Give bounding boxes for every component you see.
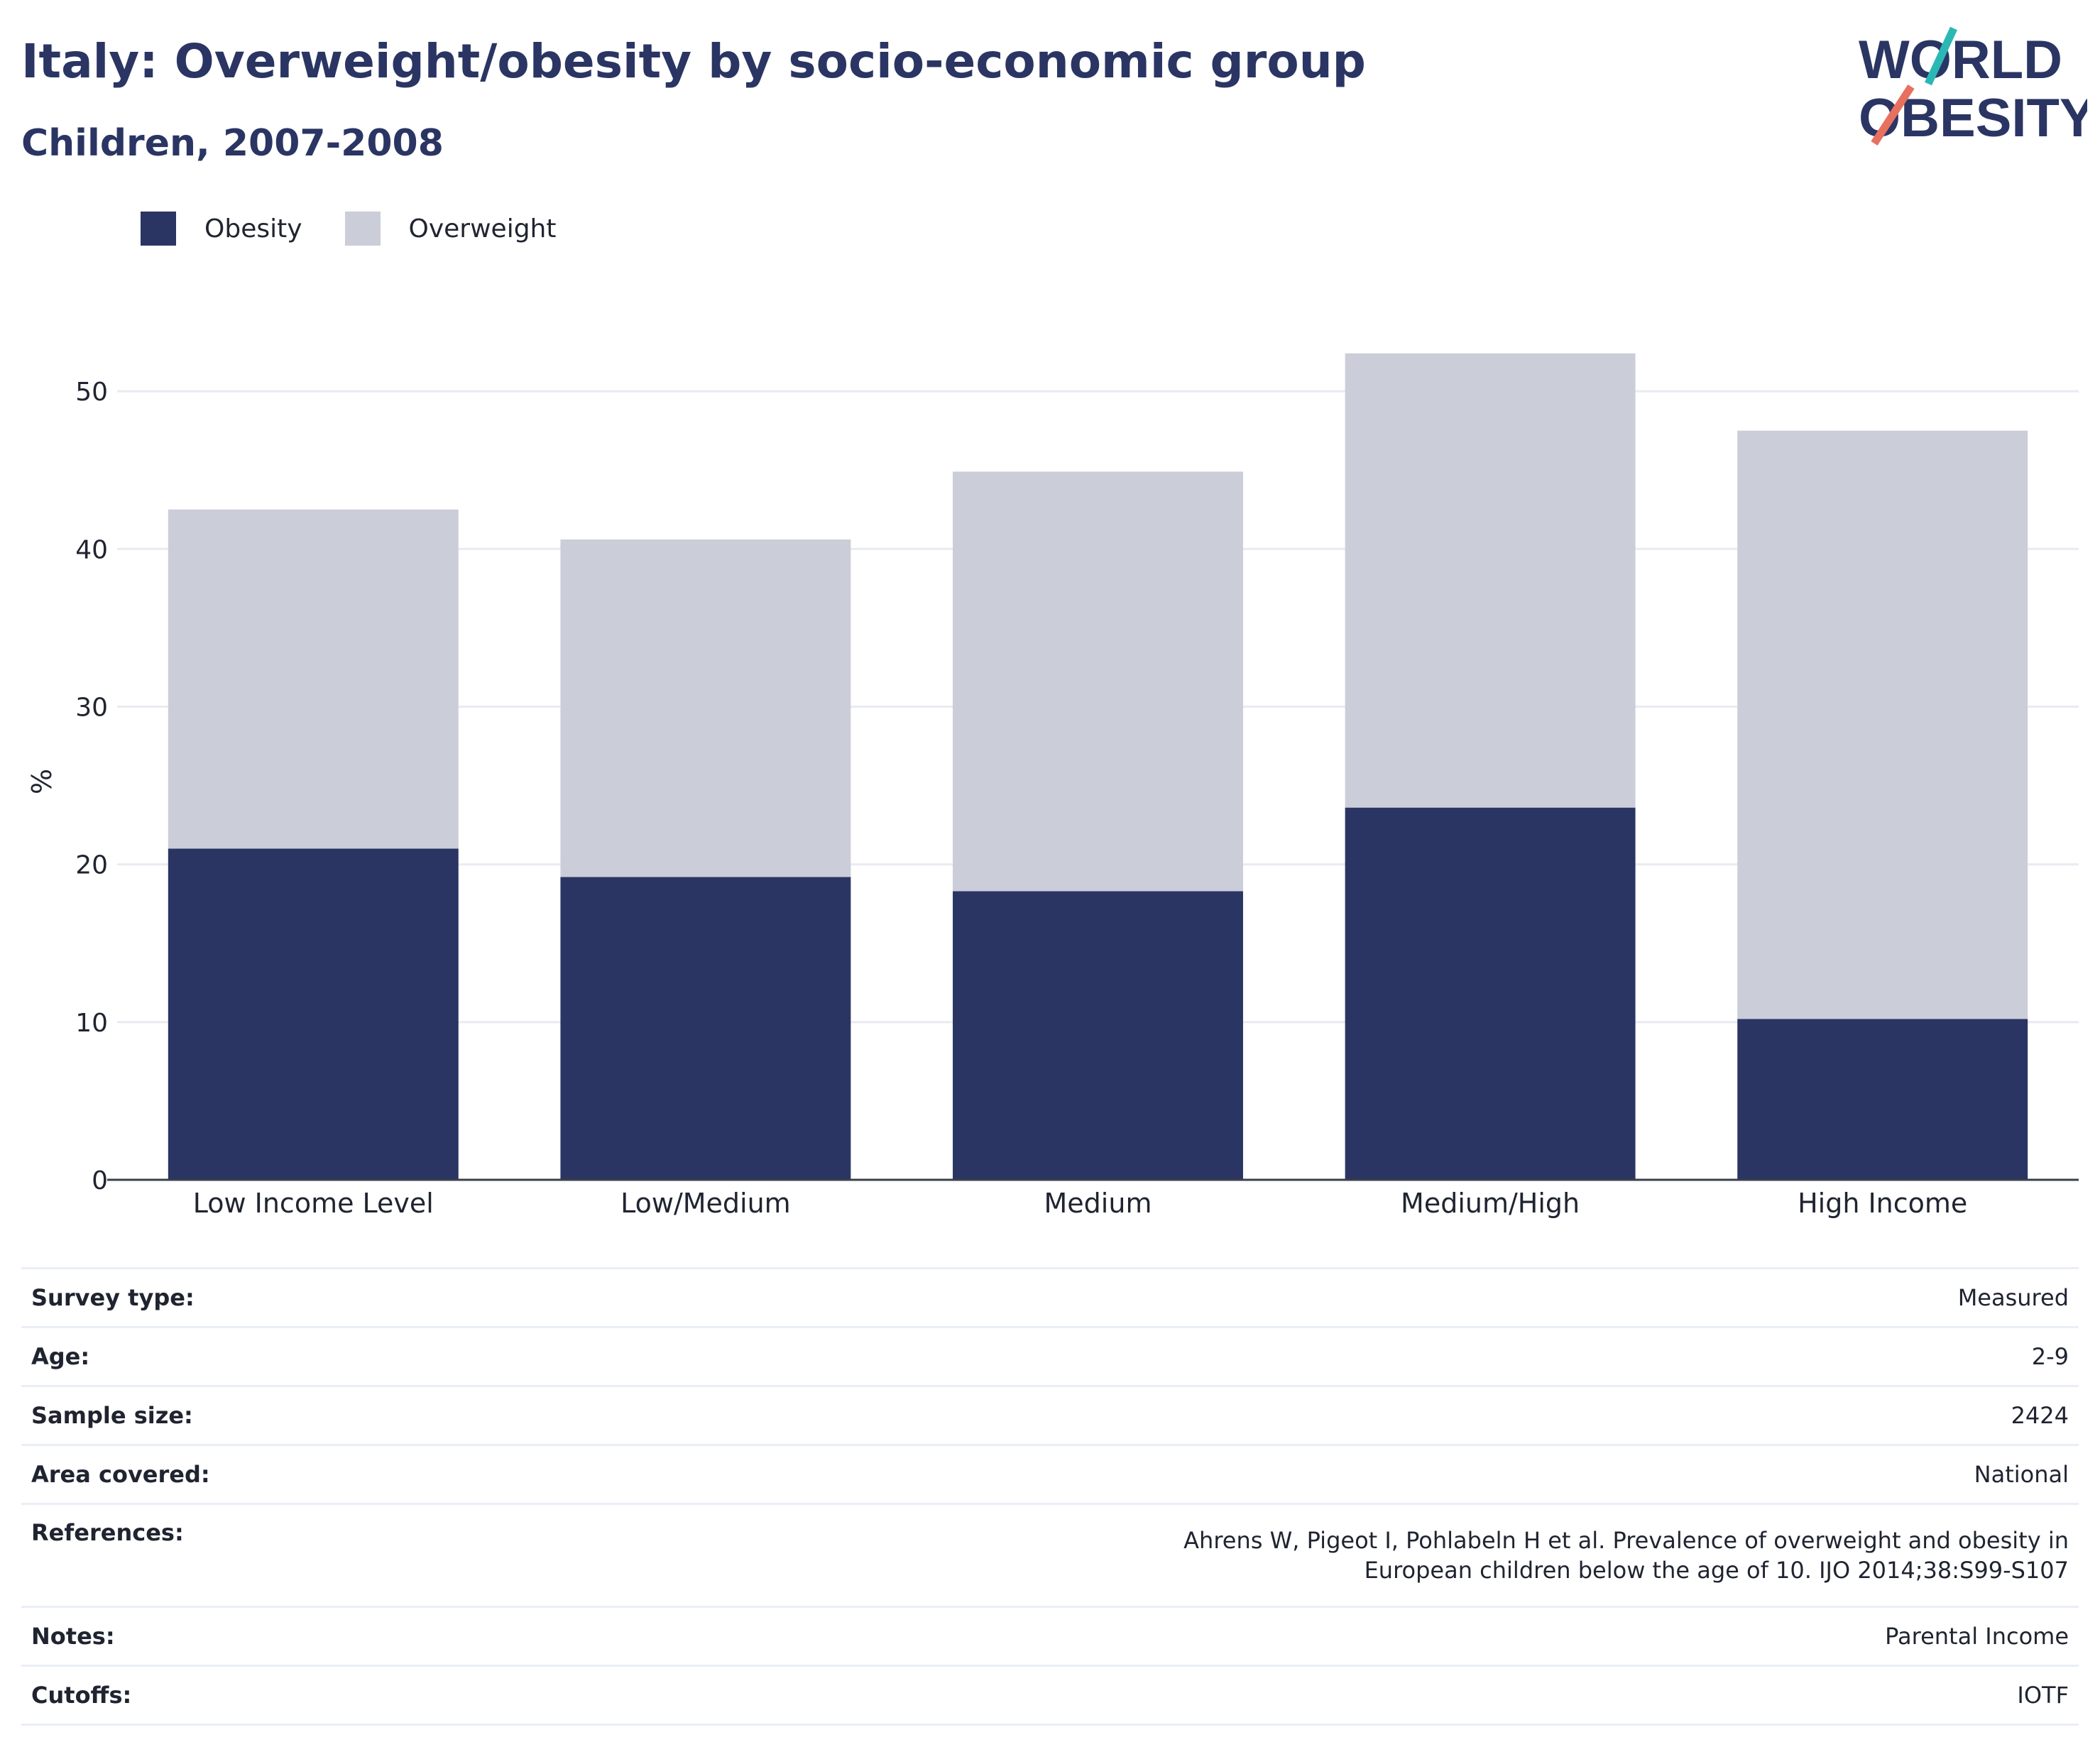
info-value: 2-9 xyxy=(538,1326,2079,1386)
info-value: 2424 xyxy=(538,1385,2079,1445)
info-row: Sample size: 2424 xyxy=(21,1385,2079,1445)
bar-overweight xyxy=(560,539,851,877)
info-row: References: Ahrens W, Pigeot I, Pohlabel… xyxy=(21,1503,2079,1607)
logo-slash-teal xyxy=(1925,26,1957,86)
info-row: Notes: Parental Income xyxy=(21,1606,2079,1666)
info-value-references: Ahrens W, Pigeot I, Pohlabeln H et al. P… xyxy=(538,1503,2079,1607)
info-table: Survey type: Measured Age: 2-9 Sample si… xyxy=(21,1267,2079,1726)
legend-swatch-overweight xyxy=(344,212,381,246)
y-tick-label: 0 xyxy=(92,1166,108,1195)
info-row: Area covered: National xyxy=(21,1444,2079,1504)
bar-obesity xyxy=(953,891,1243,1180)
legend-label-obesity: Obesity xyxy=(204,214,302,243)
bar-obesity xyxy=(1737,1019,2028,1180)
info-key: Age: xyxy=(21,1326,538,1386)
info-value: IOTF xyxy=(538,1665,2079,1726)
x-tick-label: Medium/High xyxy=(1401,1188,1580,1219)
info-value: Measured xyxy=(538,1267,2079,1327)
y-tick-label: 20 xyxy=(75,851,108,880)
legend-item-overweight[interactable]: Overweight xyxy=(344,212,557,246)
x-tick-label: Medium xyxy=(1044,1188,1152,1219)
y-tick-label: 10 xyxy=(75,1009,108,1038)
bar-obesity xyxy=(560,877,851,1180)
y-tick-label: 50 xyxy=(75,378,108,407)
logo-line-1: WORLD xyxy=(1859,30,2062,90)
bar-overweight xyxy=(168,509,459,849)
logo-slash-coral xyxy=(1871,84,1915,146)
legend-label-overweight: Overweight xyxy=(408,214,557,243)
bar-overweight xyxy=(1737,430,2028,1019)
legend-item-obesity[interactable]: Obesity xyxy=(141,212,302,246)
info-key: Cutoffs: xyxy=(21,1665,538,1726)
info-key: Survey type: xyxy=(21,1267,538,1327)
info-row: Survey type: Measured xyxy=(21,1267,2079,1327)
x-tick-label: High Income xyxy=(1798,1188,1967,1219)
y-axis-label: % xyxy=(26,769,58,794)
chart-title: Italy: Overweight/obesity by socio-econo… xyxy=(21,34,1366,89)
info-key: Notes: xyxy=(21,1606,538,1666)
legend: Obesity Overweight xyxy=(141,207,598,250)
info-value: Parental Income xyxy=(538,1606,2079,1666)
info-value: National xyxy=(538,1444,2079,1504)
bar-chart: 0 10 20 30 40 50% Low Income Level Low/Medium Me… xyxy=(26,353,2079,1219)
logo-line-2: OBESITY xyxy=(1859,88,2087,148)
y-tick-label: 30 xyxy=(75,693,108,722)
info-key: References: xyxy=(21,1503,538,1607)
info-key: Sample size: xyxy=(21,1385,538,1445)
x-tick-label: Low/Medium xyxy=(620,1188,791,1219)
bar-obesity xyxy=(1345,807,1636,1180)
bar-overweight xyxy=(953,471,1243,892)
y-tick-label: 40 xyxy=(75,535,108,564)
chart-subtitle: Children, 2007-2008 xyxy=(21,122,444,165)
x-tick-label: Low Income Level xyxy=(193,1188,434,1219)
world-obesity-logo: WORLD OBESITY xyxy=(1859,26,2087,148)
bar-overweight xyxy=(1345,353,1636,808)
info-key: Area covered: xyxy=(21,1444,538,1504)
info-row: Age: 2-9 xyxy=(21,1326,2079,1386)
bar-obesity xyxy=(168,848,459,1180)
legend-swatch-obesity xyxy=(141,212,176,246)
info-row: Cutoffs: IOTF xyxy=(21,1665,2079,1726)
